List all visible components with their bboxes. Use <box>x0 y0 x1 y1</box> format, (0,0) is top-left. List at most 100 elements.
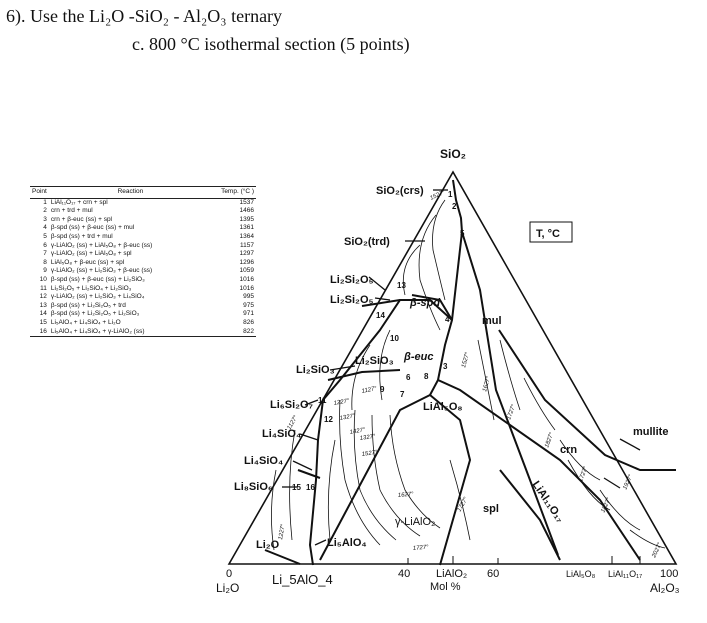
point-number: 1 <box>43 198 47 206</box>
isotherm-line-8 <box>371 414 421 537</box>
isotherm-line-6 <box>339 399 381 546</box>
col-point: Point <box>30 186 49 199</box>
isotherm-line-11 <box>477 339 495 421</box>
table-row: 1 LiAl₁₁O₁₇ + crn + spl 1537 <box>30 198 256 207</box>
question-heading: 6). Use the Li₂O -SiO₂ - Al₂O₃ ternary <box>6 6 283 26</box>
reaction-text: crn + β-euc (ss) + spl <box>50 215 113 223</box>
boundary-5 <box>429 394 472 566</box>
reaction-text: LiAl₁₁O₁₇ + crn + spl <box>50 198 108 206</box>
isotherm-line-1 <box>432 199 446 301</box>
table-row: 5 β-spd (ss) + trd + mul 1364 <box>30 233 256 242</box>
point-2: 2 <box>452 202 457 211</box>
temperature-value: 826 <box>243 318 254 326</box>
temperature-value: 1016 <box>239 284 254 292</box>
reaction-text: β-spd (ss) + β-euc (ss) + Li₂SiO₃ <box>50 275 145 283</box>
isotherm-line-15 <box>567 459 611 511</box>
iso-label: 1227° <box>278 523 287 540</box>
label-li2sio3-left: Li₂SiO₃ <box>296 364 335 376</box>
point-5: 5 <box>460 229 465 238</box>
question-subheading: c. 800 °C isothermal section (5 points) <box>132 34 410 54</box>
iso-label: 1527° <box>429 189 446 201</box>
axis-lialo2: LiAlO₂ <box>436 568 467 580</box>
boundary-10 <box>327 369 401 381</box>
boundary-4 <box>437 379 641 561</box>
point-9: 9 <box>380 385 385 394</box>
temperature-value: 975 <box>243 301 254 309</box>
isotherm-line-12 <box>499 339 521 411</box>
axis-mol-percent: Mol % <box>430 581 461 593</box>
temperature-value: 1157 <box>240 241 254 249</box>
boundary-1 <box>429 179 464 396</box>
tick-60: 60 <box>487 568 499 580</box>
reaction-text: γ-LiAlO₂ (ss) + LiAl₅O₈ + spl <box>50 250 132 258</box>
iso-label: 1427° <box>349 427 366 436</box>
label-sio2-trd: SiO₂(trd) <box>344 236 390 248</box>
point-number: 8 <box>43 258 47 266</box>
arrow-crn <box>603 477 621 489</box>
isotherm-line-3 <box>402 244 421 296</box>
point-number: 5 <box>43 232 47 240</box>
boundary-9 <box>361 299 401 307</box>
point-number: 4 <box>43 224 47 232</box>
apex-sio2-label: SiO₂ <box>440 147 466 161</box>
boundary-7 <box>498 329 676 471</box>
boundary-12 <box>264 549 301 565</box>
invariant-point-table: Point Reaction Temp. (°C ) 1 LiAl₁₁O₁₇ + … <box>30 186 256 338</box>
temperature-value: 995 <box>243 293 254 301</box>
table-row: 11 Li₂Si₂O₅ + Li₂SiO₄ + Li₂SiO₃ 1016 <box>30 285 256 294</box>
boundary-3 <box>308 299 453 566</box>
label-li8sio6: Li₈SiO₆ <box>234 481 273 493</box>
iso-label: 1727° <box>578 465 589 482</box>
temperature-value: 1537 <box>239 198 254 206</box>
label-spl: spl <box>483 503 499 515</box>
tick-100: 100 <box>660 568 678 580</box>
isotherm-line-2 <box>418 214 441 331</box>
isotherm-line-17 <box>629 529 666 549</box>
isotherm-line-7 <box>353 409 397 541</box>
arrow-li4sio4b <box>292 460 313 471</box>
table-row: 2 crn + trd + mul 1466 <box>30 207 256 216</box>
temp-legend-box <box>529 221 573 243</box>
isotherm-line-4 <box>379 329 391 401</box>
label-sio2-crs: SiO₂(crs) <box>376 185 424 197</box>
temperature-value: 1364 <box>239 232 254 240</box>
table-row: 6 γ-LiAlO₂ (ss) + LiAl₅O₈ + β-euc (ss) 115… <box>30 242 256 251</box>
reaction-text: crn + trd + mul <box>50 207 93 215</box>
reaction-text: LiAl₅O₈ + β-euc (ss) + spl <box>50 258 125 266</box>
table-row: 13 β-spd (ss) + Li₂Si₂O₅ + trd 975 <box>30 302 256 311</box>
label-mullite: mullite <box>633 426 668 438</box>
point-number: 6 <box>43 241 47 249</box>
temperature-value: 1296 <box>239 258 254 266</box>
label-li4sio4-a: Li₄SiO₄ <box>262 428 301 440</box>
isotherm-line-19 <box>289 429 296 541</box>
reaction-text: γ-LiAlO₂ (ss) + LiAl₅O₈ + β-euc (ss) <box>50 241 153 249</box>
point-number: 11 <box>40 284 47 292</box>
isotherm-line-14 <box>559 439 601 481</box>
label-li2sio3-mid: Li₂SiO₃ <box>355 355 394 367</box>
isotherm-line-18 <box>449 459 471 541</box>
axis-lial11o17: LiAl₁₁O₁₇ <box>608 569 642 579</box>
iso-label: 1327° <box>359 434 376 442</box>
label-lial5o8-field: LiAl₅O₈ <box>423 401 463 413</box>
temperature-value: 1466 <box>239 207 254 215</box>
point-13: 13 <box>397 281 406 290</box>
label-li2si2o5-a: Li₂Si₂O₅ <box>330 274 374 286</box>
handwritten-annotation: Li_5AlO_4 <box>272 572 333 587</box>
point-8: 8 <box>424 372 429 381</box>
boundary-2 <box>461 231 559 556</box>
label-li5alo4: Li₅AlO₄ <box>327 537 367 549</box>
reaction-text: γ-LiAlO₂ (ss) + Li₂SiO₃ + Li₄SiO₄ <box>50 293 145 301</box>
temperature-value: 1016 <box>239 275 254 283</box>
arrow-li2sio3 <box>329 365 356 371</box>
iso-label: 1527° <box>461 351 471 368</box>
point-10: 10 <box>390 334 399 343</box>
temp-legend-label: T, °C <box>536 228 560 240</box>
reaction-text: β-spd (ss) + Li₂Si₂O₅ + Li₂SiO₃ <box>50 310 140 318</box>
arrow-li2si2o5a <box>368 276 386 291</box>
isotherm-line-9 <box>389 414 441 529</box>
temperature-value: 1059 <box>239 267 254 275</box>
boundary-13 <box>499 469 561 561</box>
iso-label: 1827° <box>544 431 555 448</box>
point-15: 15 <box>292 483 301 492</box>
